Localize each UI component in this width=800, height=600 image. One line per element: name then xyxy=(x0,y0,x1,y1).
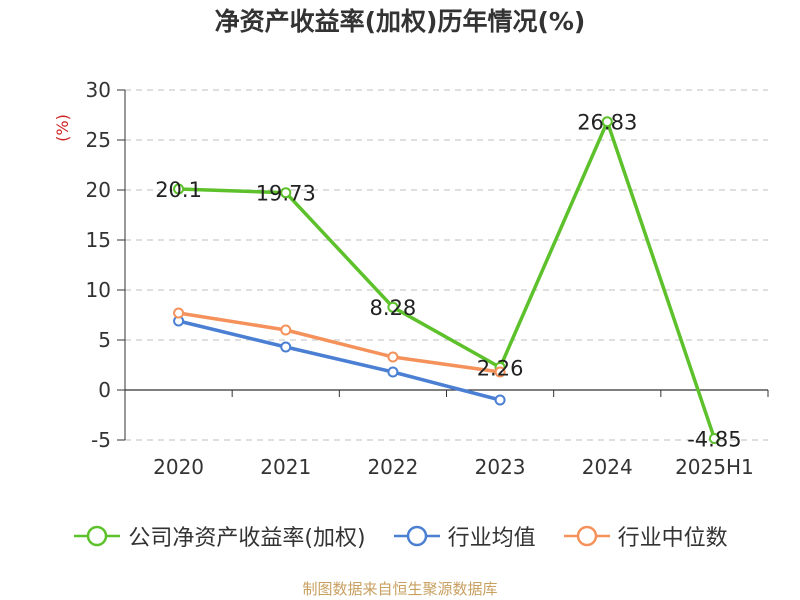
source-note: 制图数据来自恒生聚源数据库 xyxy=(302,580,498,598)
y-tick-label: 5 xyxy=(98,328,111,352)
y-tick-label: 0 xyxy=(98,378,111,402)
series-line xyxy=(178,319,501,402)
data-point xyxy=(494,394,506,406)
legend-label: 公司净资产收益率(加权) xyxy=(128,526,366,551)
data-label: 19.73 xyxy=(256,182,316,206)
legend-marker-swatch xyxy=(87,525,108,547)
legend-label: 行业中位数 xyxy=(617,526,728,551)
x-tick-label: 2024 xyxy=(582,455,633,479)
legend-item[interactable]: 行业中位数 xyxy=(562,520,728,552)
data-point xyxy=(387,366,399,378)
chart-title: 净资产收益率(加权)历年情况(%) xyxy=(214,7,586,36)
data-label: -4.85 xyxy=(687,428,741,452)
y-tick-label: 20 xyxy=(86,178,111,202)
series-line xyxy=(178,311,501,374)
y-tick-label: 25 xyxy=(86,128,111,152)
data-point xyxy=(280,341,292,353)
legend-item[interactable]: 行业均值 xyxy=(392,520,536,552)
y-axis-label: (%) xyxy=(53,114,72,142)
data-point xyxy=(173,307,185,319)
data-point xyxy=(387,351,399,363)
legend-line-circle-icon xyxy=(74,525,121,547)
legend: 公司净资产收益率(加权) 行业均值 行业中位数 xyxy=(0,518,800,554)
data-label: 26.83 xyxy=(577,111,637,135)
y-tick-label: 10 xyxy=(86,278,111,302)
legend-item[interactable]: 公司净资产收益率(加权) xyxy=(72,520,366,552)
x-tick-label: 2023 xyxy=(475,455,526,479)
y-tick-label: 15 xyxy=(86,228,111,252)
y-tick-label: -5 xyxy=(91,428,111,452)
legend-line-circle-icon xyxy=(393,525,440,547)
legend-label: 行业均值 xyxy=(447,526,536,551)
data-point xyxy=(173,183,185,195)
data-label: 20.1 xyxy=(155,178,202,202)
x-tick-label: 2022 xyxy=(367,455,418,479)
x-tick-label: 2025H1 xyxy=(675,455,754,479)
data-point xyxy=(708,433,720,444)
data-label: 8.28 xyxy=(370,296,417,320)
data-point xyxy=(387,301,399,313)
series-line xyxy=(178,119,717,440)
legend-line-circle-icon xyxy=(563,525,610,547)
x-tick-label: 2021 xyxy=(260,455,311,479)
legend-marker-swatch xyxy=(576,525,597,547)
legend-marker-swatch xyxy=(406,525,427,547)
data-point xyxy=(494,366,506,378)
data-point xyxy=(601,116,613,128)
data-point xyxy=(280,324,292,336)
x-tick-label: 2020 xyxy=(153,455,204,479)
data-point xyxy=(280,187,292,199)
y-tick-label: 30 xyxy=(86,78,111,102)
data-label: 2.26 xyxy=(477,356,524,380)
